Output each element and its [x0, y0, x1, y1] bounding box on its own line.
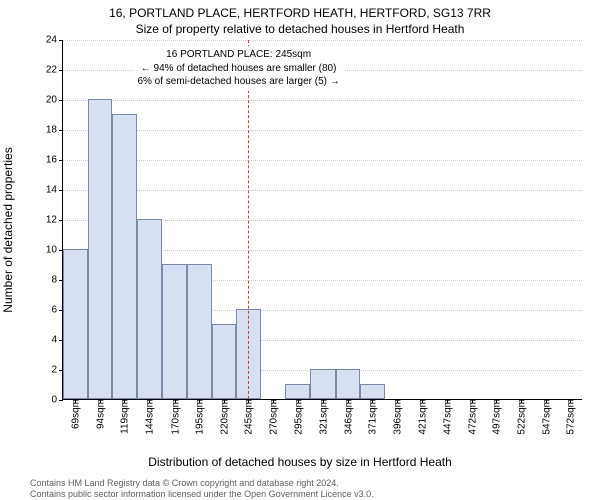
xtick-label: 472sqm — [465, 399, 478, 435]
histogram-bar — [212, 324, 237, 399]
xtick-label: 321sqm — [317, 399, 330, 435]
gridline-h — [63, 130, 582, 131]
ytick-label: 2 — [51, 365, 63, 376]
histogram-bar — [360, 384, 385, 399]
histogram-bar — [88, 99, 113, 399]
xtick-label: 421sqm — [415, 399, 428, 435]
xtick-label: 572sqm — [564, 399, 577, 435]
histogram-bar — [285, 384, 310, 399]
xtick-label: 295sqm — [291, 399, 304, 435]
histogram-bar — [336, 369, 361, 399]
histogram-bar — [162, 264, 187, 399]
chart-subtitle: Size of property relative to detached ho… — [0, 22, 600, 36]
annot-line: 16 PORTLAND PLACE: 245sqm — [137, 48, 339, 62]
ytick-label: 24 — [46, 35, 63, 46]
histogram-bar — [63, 249, 88, 399]
xtick-label: 346sqm — [341, 399, 354, 435]
ytick-label: 4 — [51, 335, 63, 346]
ytick-label: 10 — [46, 245, 63, 256]
gridline-h — [63, 160, 582, 161]
histogram-bar — [310, 369, 335, 399]
xtick-label: 170sqm — [168, 399, 181, 435]
reference-line — [248, 40, 249, 399]
ytick-label: 20 — [46, 95, 63, 106]
annot-line: 6% of semi-detached houses are larger (5… — [137, 75, 339, 89]
caption-line1: Contains HM Land Registry data © Crown c… — [30, 478, 339, 488]
gridline-h — [63, 190, 582, 191]
ytick-label: 0 — [51, 395, 63, 406]
xtick-label: 245sqm — [242, 399, 255, 435]
ytick-label: 6 — [51, 305, 63, 316]
xtick-label: 522sqm — [515, 399, 528, 435]
xtick-label: 69sqm — [69, 399, 82, 429]
caption-line2: Contains public sector information licen… — [30, 489, 374, 499]
ytick-label: 12 — [46, 215, 63, 226]
xtick-label: 195sqm — [193, 399, 206, 435]
xtick-label: 119sqm — [118, 399, 131, 434]
ytick-label: 14 — [46, 185, 63, 196]
ytick-label: 16 — [46, 155, 63, 166]
gridline-h — [63, 40, 582, 41]
xtick-label: 371sqm — [366, 399, 379, 435]
ytick-label: 18 — [46, 125, 63, 136]
reference-annotation: 16 PORTLAND PLACE: 245sqm ← 94% of detac… — [133, 46, 343, 91]
xtick-label: 497sqm — [490, 399, 503, 435]
histogram-plot: 02468101214161820222469sqm94sqm119sqm144… — [62, 40, 582, 400]
xtick-label: 144sqm — [143, 399, 156, 435]
xtick-label: 547sqm — [539, 399, 552, 435]
annot-line: ← 94% of detached houses are smaller (80… — [137, 62, 339, 76]
histogram-bar — [187, 264, 212, 399]
y-axis-label: Number of detached properties — [1, 65, 15, 230]
ytick-label: 8 — [51, 275, 63, 286]
xtick-label: 396sqm — [391, 399, 404, 435]
xtick-label: 94sqm — [93, 399, 106, 429]
histogram-bar — [137, 219, 162, 399]
chart-title-line1: 16, PORTLAND PLACE, HERTFORD HEATH, HERT… — [0, 6, 600, 20]
xtick-label: 447sqm — [441, 399, 454, 435]
ytick-label: 22 — [46, 65, 63, 76]
xtick-label: 270sqm — [267, 399, 280, 435]
gridline-h — [63, 100, 582, 101]
x-axis-label: Distribution of detached houses by size … — [0, 455, 600, 469]
xtick-label: 220sqm — [217, 399, 230, 435]
histogram-bar — [112, 114, 137, 399]
